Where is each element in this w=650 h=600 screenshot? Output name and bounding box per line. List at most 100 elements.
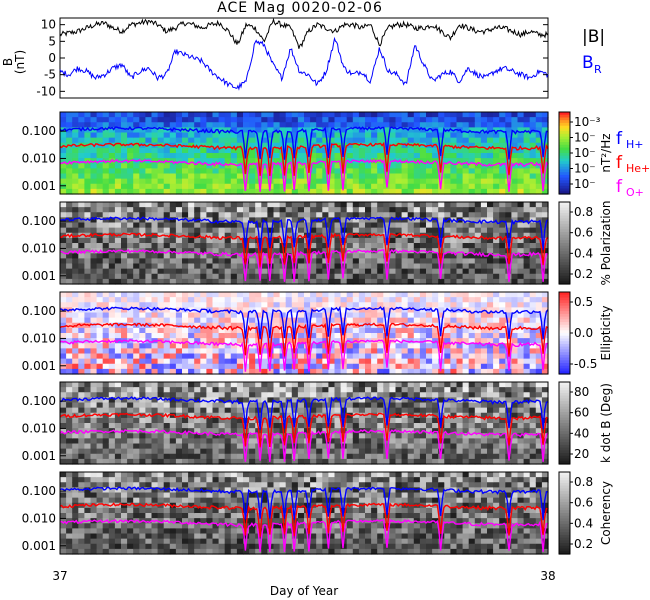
heatmap-cell [249, 248, 256, 254]
heatmap-cell [371, 163, 378, 169]
heatmap-cell [218, 348, 226, 355]
heatmap-cell [358, 302, 366, 308]
heatmap-cell [285, 183, 293, 190]
heatmap-cell [230, 212, 238, 218]
heatmap-cell [395, 292, 403, 298]
heatmap-cell [163, 453, 171, 460]
heatmap-cell [340, 292, 348, 298]
heatmap-cell [145, 448, 153, 455]
heatmap-cell [224, 343, 232, 349]
heatmap-cell [462, 297, 470, 303]
heatmap-cell [523, 212, 531, 218]
heatmap-cell [426, 163, 433, 169]
heatmap-cell [365, 122, 372, 128]
heatmap-cell [66, 243, 73, 249]
heatmap-cell [529, 168, 537, 175]
heatmap-cell [66, 343, 73, 349]
heatmap-cell [529, 338, 537, 344]
heatmap-cell [304, 207, 311, 213]
heatmap-cell [236, 232, 244, 239]
ion-line-f_He+ [59, 322, 549, 357]
heatmap-cell [304, 132, 311, 139]
heatmap-cell [84, 168, 92, 175]
heatmap-cell [279, 297, 287, 303]
heatmap-cell [224, 122, 232, 128]
heatmap-cell [419, 423, 427, 429]
heatmap-cell [114, 147, 122, 154]
heatmap-cell [517, 263, 525, 270]
heatmap-cell [133, 132, 140, 139]
heatmap-cell [175, 137, 183, 144]
heatmap-cell [102, 183, 110, 190]
heatmap-cell [261, 292, 268, 298]
heatmap-cell [401, 137, 409, 144]
heatmap-cell [493, 227, 500, 234]
heatmap-cell [114, 263, 122, 270]
heatmap-cell [96, 402, 104, 409]
heatmap-cell [474, 173, 482, 180]
heatmap-cell [90, 358, 98, 365]
heatmap-cell [206, 412, 214, 419]
heatmap-cell [438, 222, 445, 229]
heatmap-cell [377, 458, 384, 465]
colorbar-segment [559, 185, 570, 190]
heatmap-cell [395, 153, 403, 159]
heatmap-cell [175, 117, 183, 123]
heatmap-cell [395, 258, 403, 265]
heatmap-cell [419, 343, 427, 349]
heatmap-cell [108, 382, 116, 388]
heatmap-cell [395, 433, 403, 439]
heatmap-cell [316, 392, 323, 398]
heatmap-cell [261, 183, 268, 190]
heatmap-cell [328, 268, 336, 275]
heatmap-cell [352, 122, 360, 128]
heatmap-cell [365, 428, 372, 434]
heatmap-cell [493, 278, 500, 285]
heatmap-cell [426, 117, 433, 123]
heatmap-cell [535, 212, 543, 218]
heatmap-cell [145, 397, 153, 404]
heatmap-cell [413, 112, 421, 118]
heatmap-cell [438, 333, 445, 339]
heatmap-cell [371, 443, 378, 450]
heatmap-cell [285, 443, 293, 450]
heatmap-cell [169, 243, 177, 249]
heatmap-cell [285, 173, 293, 180]
heatmap-cell [407, 207, 415, 213]
heatmap-cell [249, 348, 256, 355]
heatmap-cell [90, 307, 98, 314]
heatmap-cell [328, 163, 336, 169]
heatmap-cell [352, 202, 360, 208]
heatmap-cell [493, 158, 500, 164]
heatmap-cell [114, 163, 122, 169]
heatmap-cell [316, 207, 323, 213]
heatmap-cell [377, 258, 384, 265]
heatmap-cell [304, 417, 311, 424]
heatmap-cell [511, 178, 519, 185]
heatmap-cell [352, 243, 360, 249]
heatmap-cell [413, 217, 421, 224]
heatmap-cell [84, 178, 92, 185]
heatmap-cell [273, 188, 281, 195]
heatmap-cell [413, 363, 421, 370]
heatmap-cell [462, 363, 470, 370]
heatmap-cell [535, 147, 543, 154]
heatmap-cell [273, 153, 281, 159]
heatmap-cell [468, 183, 476, 190]
heatmap-cell [499, 348, 506, 355]
heatmap-cell [310, 273, 317, 280]
heatmap-cell [316, 183, 323, 190]
heatmap-cell [413, 127, 421, 134]
heatmap-cell [151, 453, 159, 460]
heatmap-cell [121, 297, 128, 303]
heatmap-cell [316, 202, 323, 208]
heatmap-cell [169, 433, 177, 439]
heatmap-cell [261, 117, 268, 123]
heatmap-cell [151, 292, 159, 298]
heatmap-cell [218, 147, 226, 154]
heatmap-cell [499, 312, 506, 319]
heatmap-cell [236, 163, 244, 169]
heatmap-cell [145, 327, 153, 334]
heatmap-cell [188, 178, 195, 185]
